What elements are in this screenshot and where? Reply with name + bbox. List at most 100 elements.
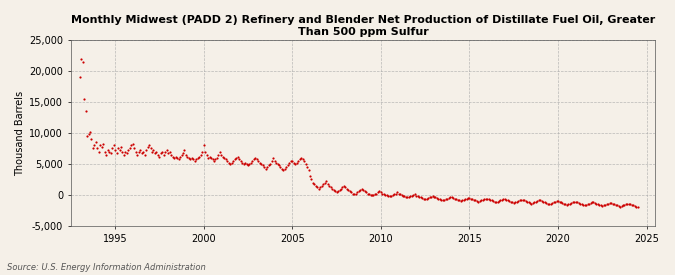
Point [107,146,117,151]
Point [216,152,227,157]
Point [324,183,335,188]
Point [532,199,543,203]
Point [206,156,217,160]
Point [175,154,186,159]
Point [628,203,639,208]
Point [522,200,533,204]
Point [451,197,462,202]
Point [429,195,439,199]
Point [190,159,200,163]
Point [136,151,147,155]
Point [430,195,441,200]
Point [148,148,159,153]
Point [263,163,274,167]
Point [362,191,373,196]
Point [415,195,426,200]
Point [98,142,109,146]
Point [600,203,611,207]
Point [381,193,392,197]
Point [620,202,631,207]
Point [169,156,180,160]
Point [261,167,271,171]
Point [377,191,387,196]
Point [97,144,107,149]
Point [601,202,612,207]
Point [205,154,215,159]
Point [568,200,578,205]
Point [304,174,315,178]
Point [271,161,281,165]
Point [558,201,569,206]
Point [380,192,391,197]
Point [161,148,172,153]
Point [387,193,398,197]
Point [423,196,433,200]
Point [181,152,192,157]
Point [615,205,626,209]
Point [103,148,113,153]
Point [138,149,148,154]
Point [495,198,506,203]
Point [500,197,510,202]
Point [215,149,225,154]
Point [164,149,175,154]
Point [629,204,640,208]
Point [313,186,324,191]
Point [597,204,608,208]
Point [265,162,275,166]
Point [130,149,141,154]
Point [624,201,634,206]
Point [284,161,295,165]
Point [171,156,182,160]
Point [538,200,549,204]
Point [191,157,202,161]
Point [622,201,633,206]
Point [390,191,401,196]
Point [541,201,551,205]
Point [275,165,286,169]
Point [123,148,134,153]
Point [573,201,584,205]
Point [514,198,525,203]
Point [445,195,456,200]
Point [244,162,255,166]
Point [531,200,541,204]
Point [575,201,586,206]
Point [317,183,327,188]
Point [353,189,364,193]
Point [481,196,491,201]
Point [578,203,589,207]
Point [117,149,128,154]
Point [327,186,338,191]
Point [452,198,463,202]
Point [411,193,422,198]
Point [589,201,600,205]
Point [135,148,146,153]
Point [340,185,351,190]
Point [79,97,90,101]
Text: Source: U.S. Energy Information Administration: Source: U.S. Energy Information Administ… [7,263,205,272]
Point [146,149,157,154]
Point [306,177,317,182]
Point [331,190,342,194]
Point [105,151,116,155]
Point [237,161,248,165]
Point [562,203,572,207]
Point [129,146,140,151]
Point [384,194,395,198]
Point [197,149,208,154]
Point [626,203,637,207]
Point [348,191,358,196]
Point [128,142,138,146]
Point [80,109,91,114]
Point [113,146,124,151]
Point [404,195,414,199]
Point [287,159,298,163]
Point [296,156,306,160]
Point [517,198,528,202]
Point [319,180,330,185]
Point [88,146,99,151]
Point [333,189,344,193]
Point [553,199,564,203]
Point [455,199,466,203]
